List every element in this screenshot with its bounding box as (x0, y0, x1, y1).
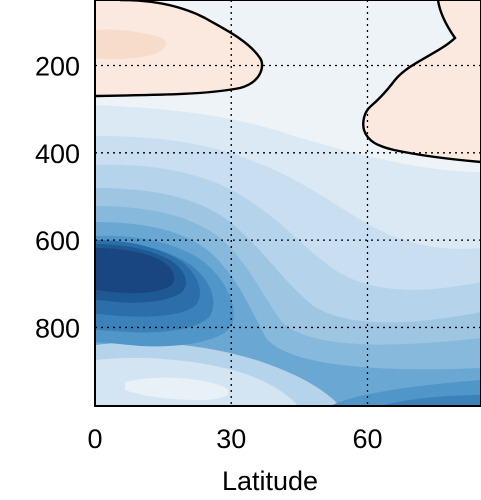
x-tick-label-30: 30 (216, 424, 246, 454)
plot-area (95, 0, 481, 406)
grid (95, 0, 481, 406)
negative-contour-lower-right-inner (380, 395, 481, 406)
y-tick-label-600: 600 (35, 226, 80, 256)
plot-frame (94, 0, 481, 407)
x-tick-label-60: 60 (352, 424, 382, 454)
zero-contour-upper-right (362, 0, 481, 164)
x-tick-label-0: 0 (87, 424, 102, 454)
x-axis-ticks: 0 30 60 (87, 424, 382, 454)
positive-region-upper-left (95, 0, 263, 96)
y-tick-label-800: 800 (35, 313, 80, 343)
y-axis-ticks: 200 400 600 800 (35, 51, 80, 343)
y-tick-label-200: 200 (35, 51, 80, 81)
positive-region-upper-left-core (95, 29, 167, 60)
negative-contour-lower-core (125, 377, 229, 400)
x-axis-title: Latitude (222, 466, 318, 496)
y-tick-label-400: 400 (35, 139, 80, 169)
zero-contour-upper-left (95, 0, 264, 98)
negative-contour-level-11 (95, 248, 175, 294)
positive-region-upper-right (363, 0, 481, 162)
